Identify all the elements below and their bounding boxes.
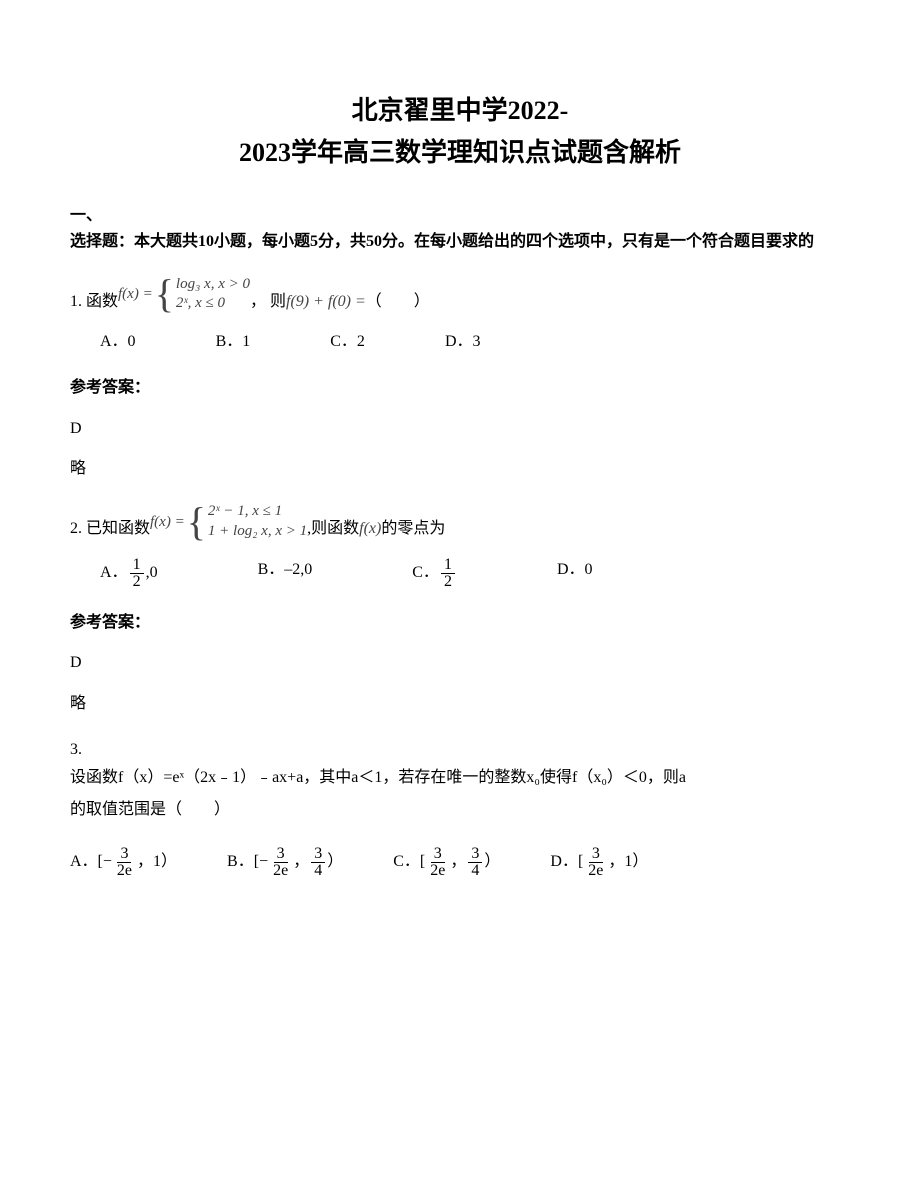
q2-piece1: 2ˣ − 1, x ≤ 1 (208, 502, 307, 522)
q1-note: 略 (70, 456, 850, 482)
optC-prefix: C．[ (393, 853, 425, 870)
q1-stem: 1. 函数 f(x) = { log₃ x, x > 0 2ˣ, x ≤ 0 ，… (70, 274, 850, 314)
q1-optA: A．0 (100, 329, 136, 355)
document-title: 北京翟里中学2022- 2023学年高三数学理知识点试题含解析 (70, 90, 850, 173)
section-header: 一、 选择题：本大题共10小题，每小题5分，共50分。在每小题给出的四个选项中，… (70, 203, 850, 254)
q1-optD: D．3 (445, 329, 481, 355)
q1-prefix: 1. 函数 (70, 289, 118, 315)
neg: − (103, 853, 112, 870)
q2-pieces: 2ˣ − 1, x ≤ 1 1 + log₂ x, x > 1 (208, 502, 307, 541)
q1-answer: D (70, 416, 850, 442)
frac-den: 2e (427, 863, 448, 879)
q1-lhs: f(x) = (118, 282, 153, 306)
frac-num: 3 (117, 846, 131, 863)
frac-den: 2 (130, 574, 144, 590)
fraction: 34 (311, 846, 325, 879)
fraction: 32e (114, 846, 135, 879)
title-line-2: 2023学年高三数学理知识点试题含解析 (70, 132, 850, 174)
q1-expr: f(9) + f(0) = (286, 289, 366, 315)
section-num: 一、 (70, 203, 850, 229)
optC-mid: ， (450, 853, 466, 870)
q3-text2: 的取值范围是（ ） (70, 794, 850, 826)
q2-options: A．12,0 B．–2,0 C．12 D．0 (100, 557, 850, 590)
optA-prefix: A．[ (70, 853, 103, 870)
q3-text1: 设函数f（x）=eˣ（2x﹣1）﹣ax+a，其中a＜1，若存在唯一的整数x₀使得… (70, 762, 850, 794)
q2-mid: ,则函数 (307, 516, 359, 542)
brace-icon: { (187, 502, 206, 542)
frac-den: 2 (441, 574, 455, 590)
fraction: 34 (468, 846, 482, 879)
fraction: 12 (441, 557, 455, 590)
frac-den: 2e (270, 863, 291, 879)
q2-piece2: 1 + log₂ x, x > 1 (208, 522, 307, 542)
brace-icon: { (155, 274, 174, 314)
question-2: 2. 已知函数 f(x) = { 2ˣ − 1, x ≤ 1 1 + log₂ … (70, 502, 850, 717)
optB-suffix: ） (327, 853, 343, 870)
section-desc: 选择题：本大题共10小题，每小题5分，共50分。在每小题给出的四个选项中，只有是… (70, 229, 850, 255)
q2-optA-prefix: A． (100, 564, 128, 581)
q3-num: 3. (70, 737, 850, 763)
frac-den: 4 (468, 863, 482, 879)
fraction: 12 (130, 557, 144, 590)
optA-suffix: ，1） (137, 853, 177, 870)
q2-formula: f(x) = { 2ˣ − 1, x ≤ 1 1 + log₂ x, x > 1 (150, 502, 307, 542)
neg: − (259, 853, 268, 870)
q3-optA: A．[−32e，1） (70, 846, 177, 879)
optD-prefix: D．[ (550, 853, 583, 870)
fraction: 32e (585, 846, 606, 879)
q1-options: A．0 B．1 C．2 D．3 (100, 329, 850, 355)
q1-tail: （ ） (366, 289, 430, 315)
title-line-1: 北京翟里中学2022- (70, 90, 850, 132)
frac-num: 3 (311, 846, 325, 863)
q2-stem: 2. 已知函数 f(x) = { 2ˣ − 1, x ≤ 1 1 + log₂ … (70, 502, 850, 542)
q2-lhs: f(x) = (150, 510, 185, 534)
q1-optC: C．2 (330, 329, 365, 355)
q2-optC-prefix: C． (412, 564, 439, 581)
optB-prefix: B．[ (227, 853, 259, 870)
q2-optA-suffix: ,0 (146, 564, 158, 581)
q2-expr: f(x) (359, 516, 381, 542)
frac-num: 1 (441, 557, 455, 574)
q3-optD: D．[32e，1） (550, 846, 648, 879)
q1-piece2: 2ˣ, x ≤ 0 (176, 294, 250, 314)
question-3: 3. 设函数f（x）=eˣ（2x﹣1）﹣ax+a，其中a＜1，若存在唯一的整数x… (70, 737, 850, 880)
q1-optB: B．1 (216, 329, 251, 355)
q2-optD: D．0 (557, 557, 593, 590)
optC-suffix: ） (484, 853, 500, 870)
frac-num: 3 (431, 846, 445, 863)
q2-answer: D (70, 650, 850, 676)
frac-num: 3 (274, 846, 288, 863)
q1-formula: f(x) = { log₃ x, x > 0 2ˣ, x ≤ 0 (118, 274, 250, 314)
frac-num: 3 (589, 846, 603, 863)
fraction: 32e (427, 846, 448, 879)
frac-num: 3 (468, 846, 482, 863)
q2-optA: A．12,0 (100, 557, 158, 590)
q2-prefix: 2. 已知函数 (70, 516, 150, 542)
q1-pieces: log₃ x, x > 0 2ˣ, x ≤ 0 (176, 275, 250, 314)
fraction: 32e (270, 846, 291, 879)
frac-den: 2e (585, 863, 606, 879)
q2-tail: 的零点为 (381, 516, 445, 542)
q2-optC: C．12 (412, 557, 457, 590)
optD-suffix: ，1） (608, 853, 648, 870)
frac-den: 2e (114, 863, 135, 879)
question-1: 1. 函数 f(x) = { log₃ x, x > 0 2ˣ, x ≤ 0 ，… (70, 274, 850, 481)
q1-mid: ， 则 (250, 289, 286, 315)
optB-mid: ， (293, 853, 309, 870)
q3-optB: B．[−32e，34） (227, 846, 343, 879)
q2-note: 略 (70, 691, 850, 717)
q3-optC: C．[32e，34） (393, 846, 500, 879)
frac-den: 4 (311, 863, 325, 879)
q1-answer-label: 参考答案： (70, 375, 850, 401)
q2-optB: B．–2,0 (258, 557, 313, 590)
q3-options: A．[−32e，1） B．[−32e，34） C．[32e，34） D．[32e… (70, 846, 850, 879)
frac-num: 1 (130, 557, 144, 574)
q1-piece1: log₃ x, x > 0 (176, 275, 250, 295)
q2-answer-label: 参考答案： (70, 610, 850, 636)
